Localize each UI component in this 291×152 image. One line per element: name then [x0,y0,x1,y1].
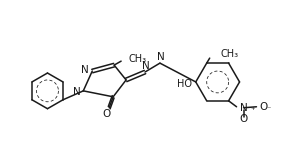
Text: CH₃: CH₃ [221,49,239,59]
Text: ⁺: ⁺ [251,106,255,115]
Text: N: N [142,61,150,71]
Text: N: N [81,65,88,75]
Text: CH₃: CH₃ [128,54,146,64]
Text: O: O [239,114,248,124]
Text: N: N [240,103,247,113]
Text: HO: HO [177,79,192,89]
Text: N: N [157,52,165,62]
Text: ⁻: ⁻ [267,105,271,114]
Text: O: O [102,109,110,119]
Text: O: O [260,102,268,112]
Text: N: N [72,87,80,97]
